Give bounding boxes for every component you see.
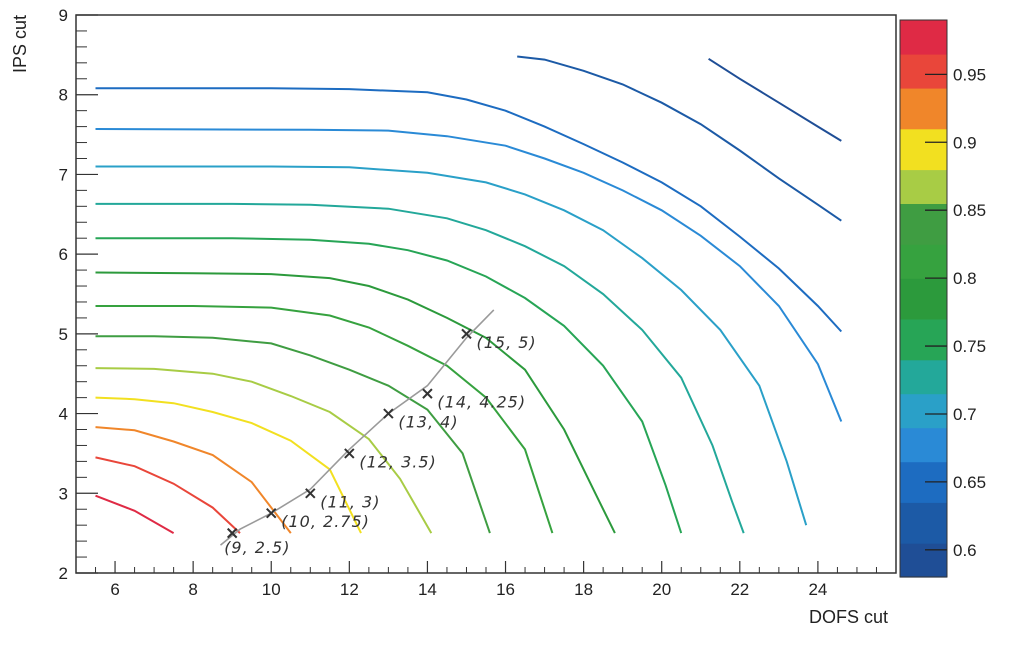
x-tick-label: 20 <box>652 580 671 599</box>
contour-line-12 <box>95 128 843 422</box>
annotation-label: (15, 5) <box>476 333 536 352</box>
annotation-label: (14, 4.25) <box>437 393 526 412</box>
annotation-label: (12, 3.5) <box>359 452 436 471</box>
contour-line-11 <box>95 165 808 526</box>
contour-line-14 <box>517 55 842 222</box>
y-tick-label: 2 <box>59 564 68 583</box>
annotation-marker <box>383 408 394 419</box>
colorbar-band <box>900 169 947 204</box>
contour-line-13 <box>95 87 843 333</box>
contour-line-1 <box>95 494 175 534</box>
x-tick-label: 24 <box>808 580 827 599</box>
colorbar-band <box>900 128 947 171</box>
colorbar-tick-label: 0.85 <box>953 201 986 220</box>
contour-line-4 <box>95 396 362 534</box>
contour-line-7 <box>95 305 554 534</box>
colorbar-band <box>900 318 947 361</box>
x-axis-title: DOFS cut <box>809 607 888 627</box>
colorbar: 0.6 0.65 0.7 0.75 0.8 0.85 0.9 0.95 <box>899 19 986 578</box>
colorbar-tick-label: 0.95 <box>953 65 986 84</box>
annotation-label: (11, 3) <box>320 492 380 511</box>
colorbar-frame <box>899 19 948 578</box>
y-tick-label: 6 <box>59 245 68 264</box>
contour-line-15 <box>708 57 842 142</box>
x-tick-label: 10 <box>262 580 281 599</box>
colorbar-band <box>900 278 947 320</box>
colorbar-band <box>900 87 947 130</box>
x-tick-label: 22 <box>730 580 749 599</box>
annotation-marker <box>266 508 277 519</box>
contour-line-8 <box>95 271 616 534</box>
contour-line-3 <box>95 426 292 534</box>
colorbar-band <box>900 393 947 429</box>
annotation-marker <box>305 488 316 499</box>
x-tick-label: 6 <box>110 580 119 599</box>
y-tick-label: 8 <box>59 86 68 105</box>
colorbar-band <box>900 244 947 279</box>
colorbar-tick-label: 0.9 <box>953 133 977 152</box>
colorbar-band <box>900 502 947 544</box>
colorbar-tick-label: 0.6 <box>953 541 977 560</box>
y-axis-title: IPS cut <box>10 15 30 73</box>
contour-line-2 <box>95 456 241 534</box>
x-tick-label: 18 <box>574 580 593 599</box>
colorbar-band <box>900 543 947 578</box>
contour-line-9 <box>95 237 683 534</box>
colorbar-tick-label: 0.8 <box>953 269 977 288</box>
colorbar-band <box>900 20 947 55</box>
colorbar-band <box>900 427 947 463</box>
contour-layer <box>95 55 843 534</box>
y-tick-label: 5 <box>59 325 68 344</box>
x-tick-label: 12 <box>340 580 359 599</box>
colorbar-tick-label: 0.7 <box>953 405 977 424</box>
annotation-marker <box>422 388 433 399</box>
annotation-marker <box>344 448 355 459</box>
y-tick-label: 7 <box>59 165 68 184</box>
axis-layer: 6 8 10 12 14 16 18 20 22 24 2 3 4 5 6 7 8 9 <box>59 6 877 599</box>
y-tick-label: 3 <box>59 484 68 503</box>
colorbar-band <box>900 359 947 395</box>
colorbar-tick-label: 0.75 <box>953 337 986 356</box>
x-tick-label: 8 <box>188 580 197 599</box>
colorbar-tick-label: 0.65 <box>953 473 986 492</box>
annotation-marker <box>226 527 238 539</box>
annotation-curve <box>219 309 495 546</box>
plot-frame <box>75 14 897 574</box>
annotation-label: (9, 2.5) <box>224 538 290 557</box>
y-tick-label: 4 <box>59 405 68 424</box>
annotation-layer: (9, 2.5) (10, 2.75)(11, 3) (12, 3.5) (13, 4… <box>219 309 536 557</box>
y-tick-label: 9 <box>59 6 68 25</box>
x-tick-label: 14 <box>418 580 437 599</box>
x-tick-label: 16 <box>496 580 515 599</box>
annotation-label: (10, 2.75) <box>281 512 370 531</box>
colorbar-band <box>900 54 947 89</box>
contour-line-6 <box>95 335 491 534</box>
contour-line-10 <box>95 202 745 534</box>
annotation-label: (13, 4) <box>398 413 458 432</box>
annotation-marker <box>461 328 472 340</box>
contour-line-5 <box>95 367 433 534</box>
